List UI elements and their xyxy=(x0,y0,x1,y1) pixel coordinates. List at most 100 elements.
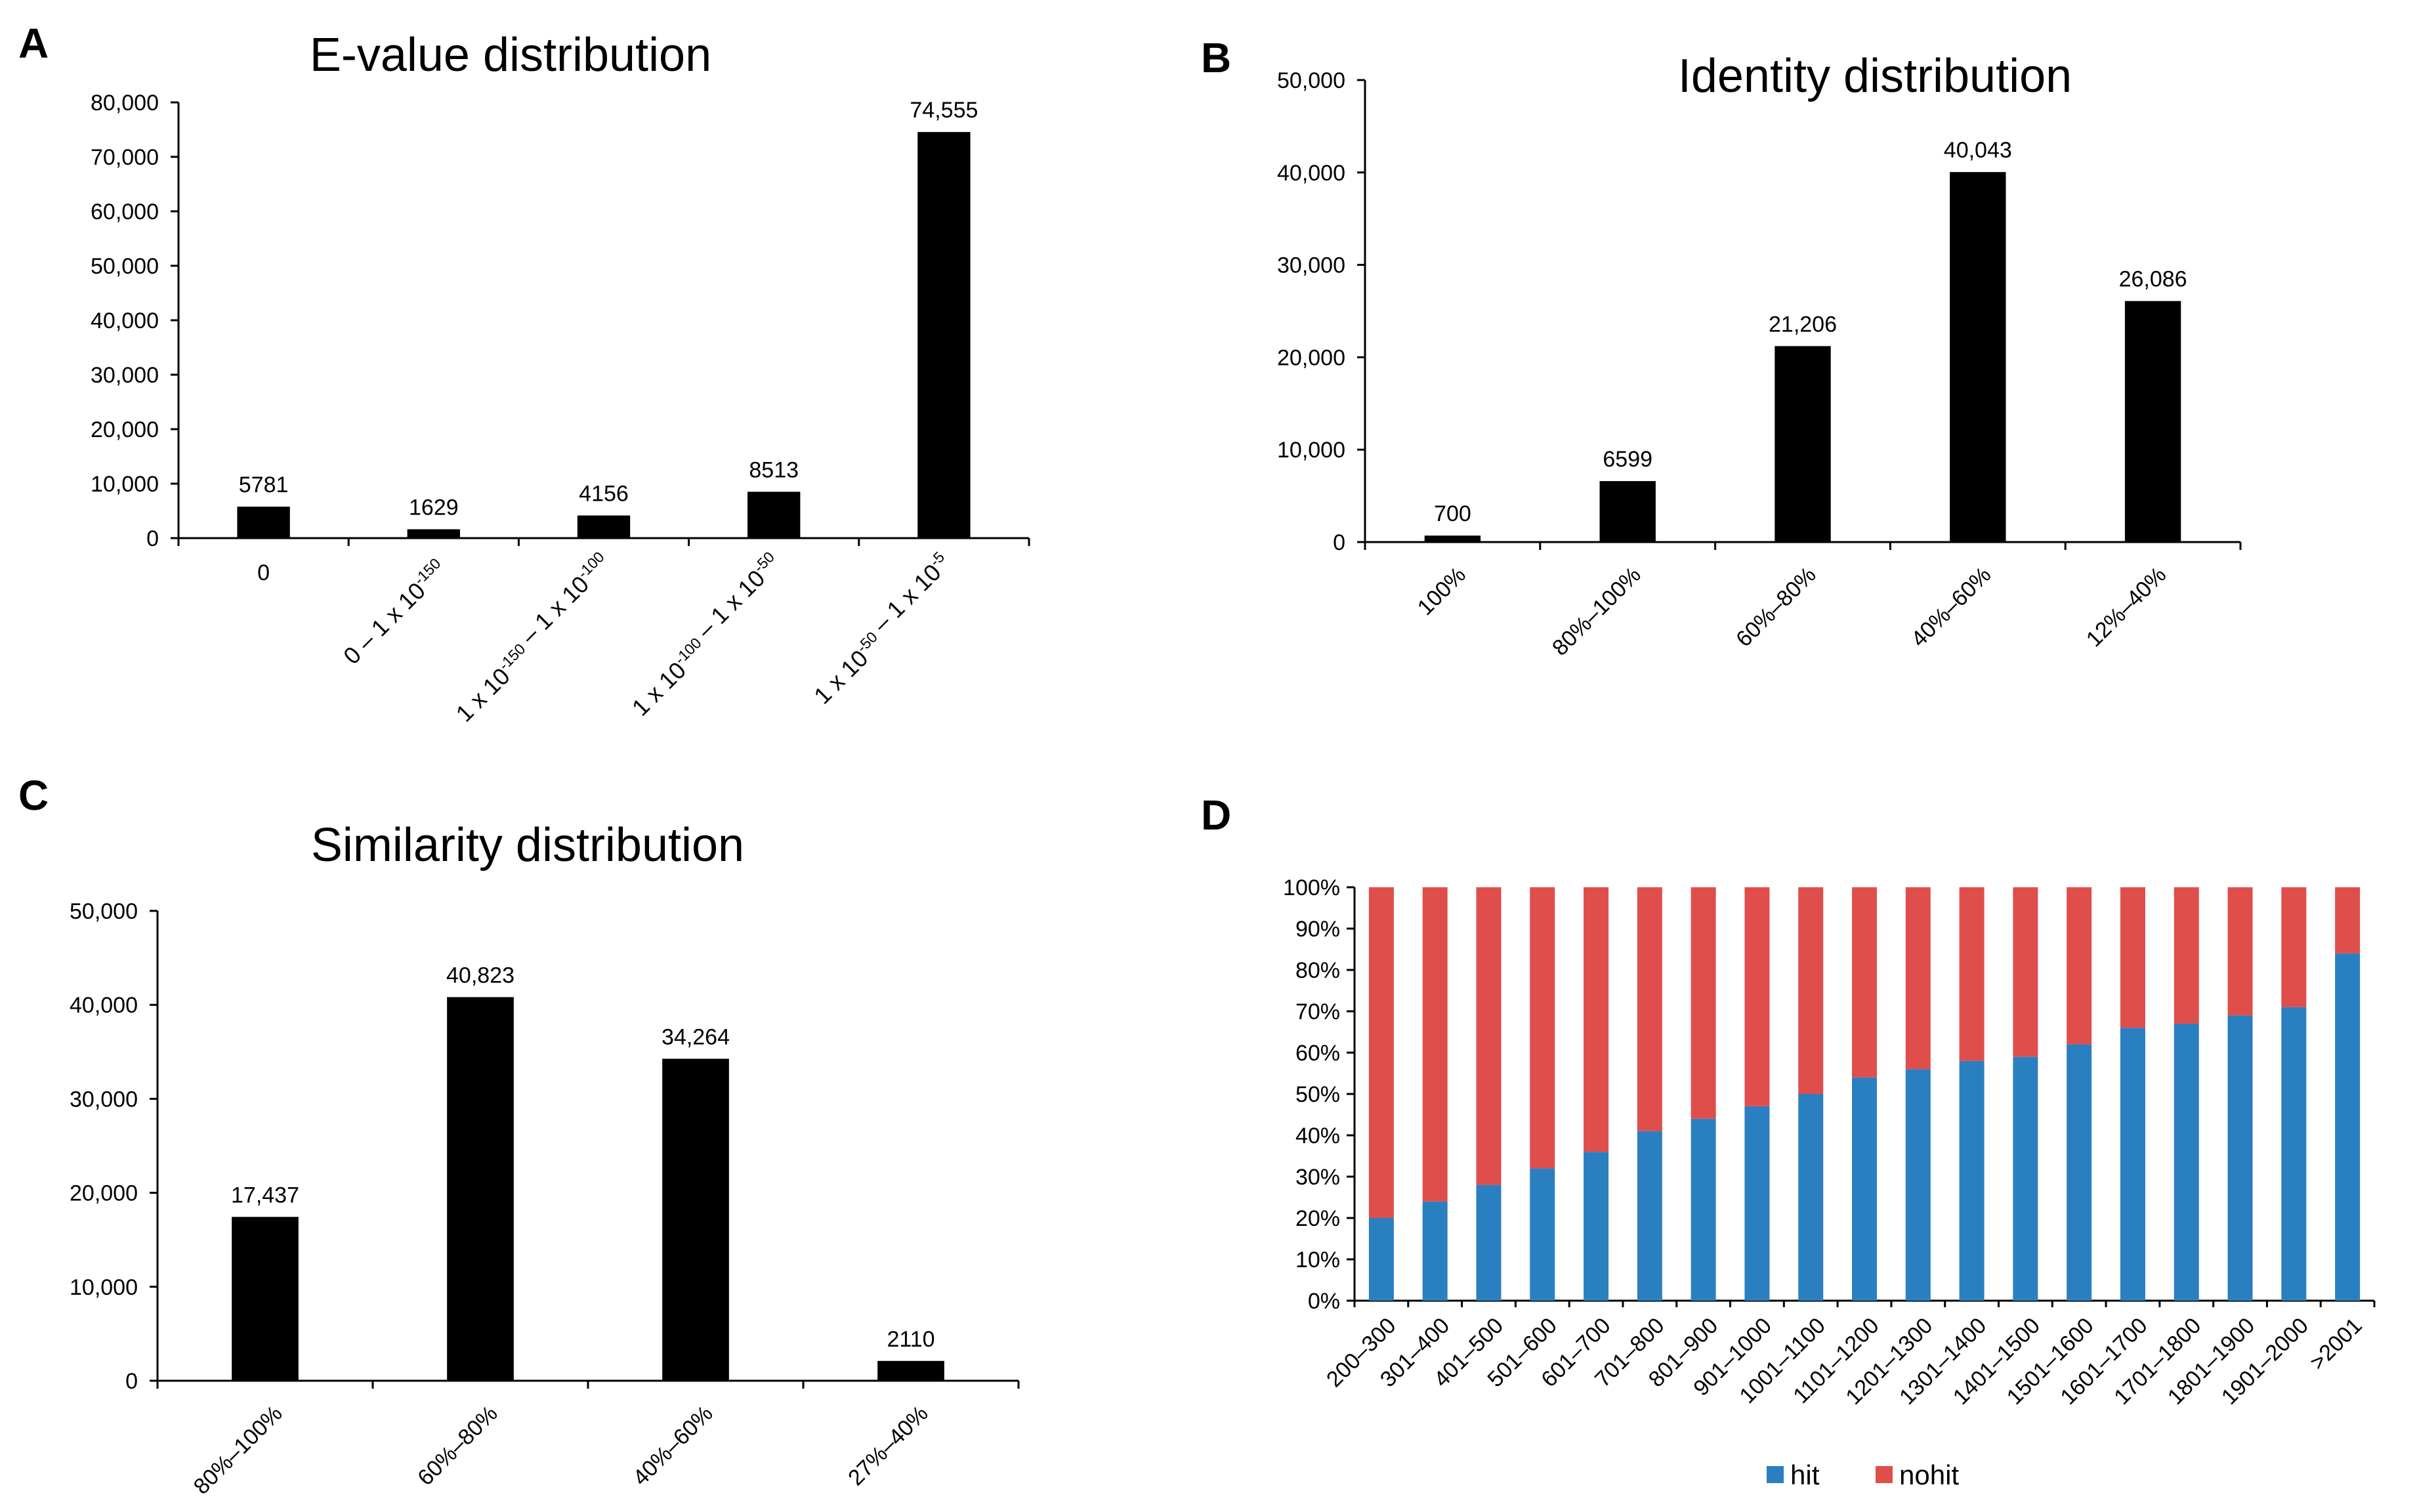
bar-hit xyxy=(2067,1044,2092,1301)
bar-nohit xyxy=(1852,887,1877,1078)
bar xyxy=(662,1059,729,1381)
bar xyxy=(1424,536,1481,542)
y-tick-label: 100% xyxy=(1283,875,1340,900)
panel-letter-a: A xyxy=(18,20,49,67)
bar-hit xyxy=(1368,1218,1394,1301)
y-tick-label: 80,000 xyxy=(91,91,159,116)
panel-letter-c: C xyxy=(18,772,49,819)
bar xyxy=(232,1217,299,1381)
bar-nohit xyxy=(1905,887,1931,1070)
bar-nohit xyxy=(1476,887,1502,1185)
y-tick-label: 50% xyxy=(1295,1082,1340,1107)
bar xyxy=(1950,172,2006,542)
bar-nohit xyxy=(2013,887,2038,1057)
panel-d-marks: 0%10%20%30%40%50%60%70%80%90%100%200–300… xyxy=(1283,875,2376,1410)
data-label: 40,043 xyxy=(1944,138,2012,163)
category-label: 60%–80% xyxy=(413,1401,502,1490)
y-tick-label: 40% xyxy=(1295,1124,1340,1148)
bar-nohit xyxy=(2335,887,2361,954)
bar-nohit xyxy=(2067,887,2092,1045)
bar-nohit xyxy=(2174,887,2199,1024)
bar-nohit xyxy=(1637,887,1662,1131)
bar-hit xyxy=(1584,1152,1609,1301)
y-tick-label: 0 xyxy=(1333,530,1345,555)
panel-b-marks: 0 10,000 20,000 30,000 40,000 50,000 700 6599 21… xyxy=(1277,68,2242,661)
bar-nohit xyxy=(1530,887,1555,1169)
legend-label-nohit: nohit xyxy=(1899,1460,1959,1490)
bar xyxy=(2124,301,2181,542)
bar-hit xyxy=(1530,1168,1555,1301)
legend: hit nohit xyxy=(1767,1460,1959,1490)
y-tick-label: 20,000 xyxy=(1277,345,1345,370)
bar-hit xyxy=(1476,1185,1502,1301)
y-tick-label: 40,000 xyxy=(1277,161,1345,186)
y-tick-label: 90% xyxy=(1295,917,1340,942)
y-tick-label: 0% xyxy=(1308,1289,1340,1314)
data-label: 17,437 xyxy=(231,1183,299,1208)
category-label: 80%–100% xyxy=(1547,562,1646,661)
category-label: 12%–40% xyxy=(2082,562,2171,652)
bar xyxy=(407,529,460,538)
bar-nohit xyxy=(1368,887,1394,1218)
bar-nohit xyxy=(1691,887,1716,1119)
panel-letter-b: B xyxy=(1201,34,1231,81)
data-label: 21,206 xyxy=(1769,312,1837,337)
legend-label-hit: hit xyxy=(1790,1460,1820,1490)
data-label: 5781 xyxy=(239,472,289,497)
category-label: 80%–100% xyxy=(189,1401,287,1500)
y-tick-label: 10% xyxy=(1295,1248,1340,1272)
data-label: 40,823 xyxy=(446,963,515,988)
legend-swatch-nohit xyxy=(1876,1466,1893,1483)
data-label: 4156 xyxy=(579,482,629,507)
bar xyxy=(1775,346,1831,542)
bar-nohit xyxy=(1744,887,1770,1106)
bar xyxy=(1599,481,1656,542)
y-tick-label: 60,000 xyxy=(91,200,159,224)
bar-hit xyxy=(1422,1201,1448,1301)
y-tick-label: 40,000 xyxy=(70,993,138,1018)
bar-hit xyxy=(1852,1077,1877,1301)
data-label: 34,264 xyxy=(662,1024,730,1049)
y-tick-label: 10,000 xyxy=(1277,438,1345,463)
category-label: 100% xyxy=(1413,562,1471,620)
panel-a-marks: 0 10,000 20,000 30,000 40,000 50,000 60,000 70,… xyxy=(91,91,1030,727)
y-tick-label: 10,000 xyxy=(70,1275,138,1300)
y-tick-label: 80% xyxy=(1295,958,1340,983)
panel-a-evalue-chart: A E-value distribution 0 10,000 20,000 30,0… xyxy=(18,20,1030,727)
bar-hit xyxy=(1637,1131,1662,1301)
bar-hit xyxy=(2174,1023,2199,1301)
chart-title-c: Similarity distribution xyxy=(311,819,744,872)
y-tick-label: 30,000 xyxy=(70,1087,138,1112)
y-tick-label: 40,000 xyxy=(91,308,159,333)
category-label: 0 xyxy=(257,560,270,585)
y-tick-label: 20,000 xyxy=(91,417,159,442)
y-tick-label: 50,000 xyxy=(91,254,159,279)
bar xyxy=(917,132,971,539)
y-tick-label: 50,000 xyxy=(70,899,138,924)
y-tick-label: 30% xyxy=(1295,1165,1340,1190)
bar xyxy=(447,997,514,1381)
y-tick-label: 20,000 xyxy=(70,1181,138,1206)
bar-hit xyxy=(2120,1028,2145,1301)
bar-hit xyxy=(2227,1015,2253,1301)
y-tick-label: 0 xyxy=(125,1369,138,1394)
panel-letter-d: D xyxy=(1201,791,1231,839)
y-tick-label: 70,000 xyxy=(91,145,159,170)
chart-title-b: Identity distribution xyxy=(1678,50,2072,102)
bar-hit xyxy=(1959,1060,1985,1301)
y-tick-label: 60% xyxy=(1295,1041,1340,1066)
category-label: 60%–80% xyxy=(1731,562,1820,652)
bar xyxy=(877,1360,944,1381)
category-label: 0 – 1 x 10-150 xyxy=(337,555,452,669)
bar-hit xyxy=(1905,1069,1931,1301)
category-label: 40%–60% xyxy=(1906,562,1996,652)
bar xyxy=(237,507,290,538)
bar-nohit xyxy=(1959,887,1985,1061)
bar-nohit xyxy=(2227,887,2253,1016)
chart-title-a: E-value distribution xyxy=(310,29,711,81)
bar xyxy=(577,515,631,538)
category-label: 1 x 10-50 – 1 x 10-5 xyxy=(801,548,962,709)
category-label: 40%–60% xyxy=(628,1401,717,1490)
bar-hit xyxy=(2335,953,2361,1301)
